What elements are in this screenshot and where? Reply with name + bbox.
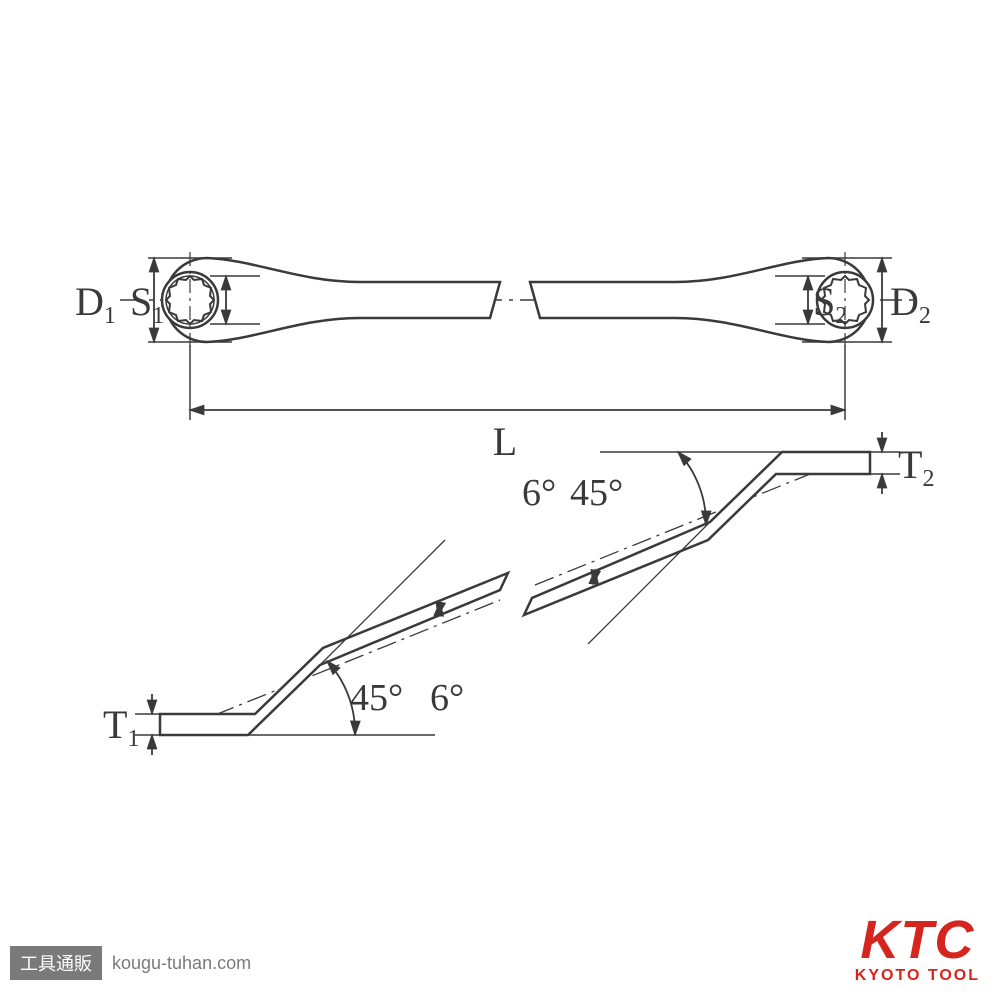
top-view: D1 S1 S2 D2 L: [75, 252, 931, 464]
footer-box-label: 工具通販: [10, 946, 102, 980]
side-view: T1 T2 45° 6° 45° 6°: [103, 432, 934, 755]
label-d1: D1: [75, 279, 116, 329]
label-t1: T1: [103, 702, 139, 752]
brand-logo: KTC KYOTO TOOL: [855, 913, 980, 985]
label-left-45: 45°: [350, 677, 403, 719]
label-s1: S1: [130, 279, 164, 329]
footer-url: kougu-tuhan.com: [112, 953, 251, 974]
technical-diagram: D1 S1 S2 D2 L: [0, 0, 1000, 1000]
label-right-45: 45°: [570, 472, 623, 514]
label-l: L: [493, 419, 517, 464]
logo-sub: KYOTO TOOL: [855, 967, 980, 985]
label-right-6: 6°: [522, 472, 556, 514]
logo-main: KTC: [855, 913, 980, 967]
label-t2: T2: [898, 442, 934, 492]
label-left-6: 6°: [430, 677, 464, 719]
label-d2: D2: [890, 279, 931, 329]
footer: 工具通販 kougu-tuhan.com: [10, 946, 251, 980]
